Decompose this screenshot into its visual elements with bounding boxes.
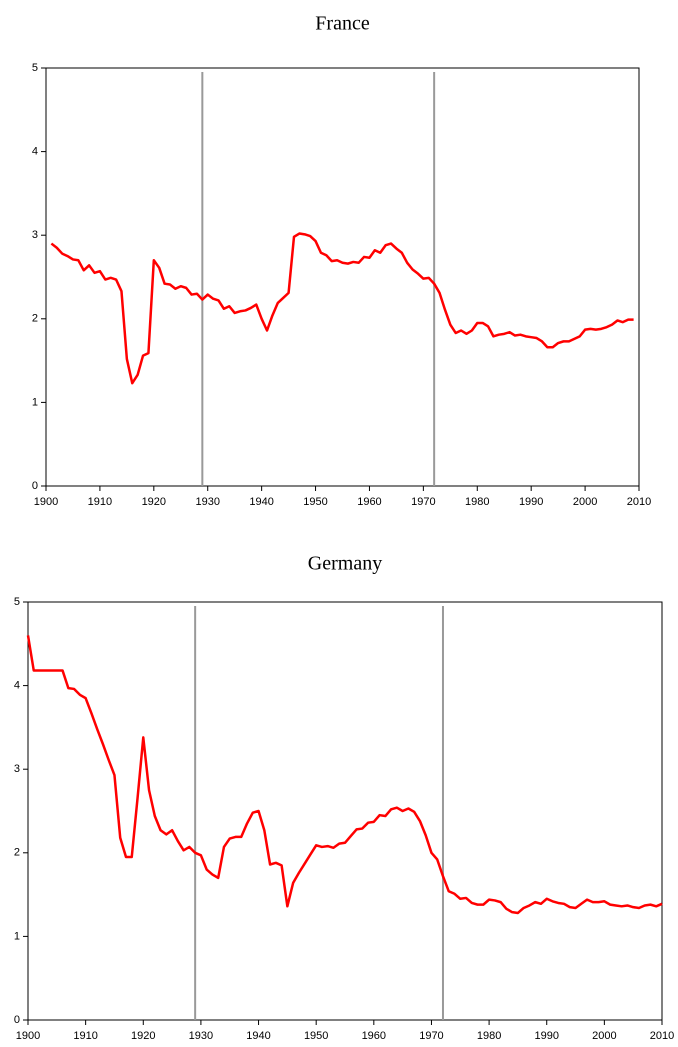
x-tick-label: 2000 (592, 1030, 616, 1042)
x-tick-label: 1920 (131, 1030, 155, 1042)
x-tick-label: 1950 (304, 1030, 328, 1042)
x-tick-label: 1990 (534, 1030, 558, 1042)
y-tick-label: 5 (32, 62, 38, 74)
x-tick-label: 2010 (650, 1030, 674, 1042)
x-tick-label: 1930 (195, 496, 219, 508)
x-tick-label: 1940 (246, 1030, 270, 1042)
x-tick-label: 1900 (34, 496, 58, 508)
y-tick-label: 5 (14, 596, 20, 608)
x-tick-label: 1920 (142, 496, 166, 508)
y-tick-label: 3 (14, 763, 20, 775)
y-tick-label: 1 (14, 930, 20, 942)
x-tick-label: 1960 (362, 1030, 386, 1042)
plot-frame (27, 601, 663, 1021)
plot-frame (45, 67, 640, 487)
x-tick-label: 1940 (249, 496, 273, 508)
y-tick-label: 4 (32, 146, 38, 158)
x-tick-label: 1990 (519, 496, 543, 508)
x-tick-label: 1970 (411, 496, 435, 508)
x-tick-label: 1960 (357, 496, 381, 508)
x-tick-label: 1970 (419, 1030, 443, 1042)
y-tick-label: 3 (32, 229, 38, 241)
x-tick-label: 1980 (465, 496, 489, 508)
chart-title: Germany (308, 553, 382, 575)
y-tick-label: 2 (32, 313, 38, 325)
series-line (50, 232, 634, 385)
x-tick-label: 1910 (88, 496, 112, 508)
x-tick-label: 1980 (477, 1030, 501, 1042)
series-line (26, 635, 663, 915)
y-tick-label: 0 (32, 480, 38, 492)
x-tick-label: 2000 (573, 496, 597, 508)
x-tick-label: 1950 (303, 496, 327, 508)
x-tick-label: 1900 (16, 1030, 40, 1042)
x-tick-label: 1910 (73, 1030, 97, 1042)
x-tick-label: 1930 (189, 1030, 213, 1042)
y-tick-label: 4 (14, 680, 20, 692)
y-tick-label: 1 (32, 396, 38, 408)
x-tick-label: 2010 (627, 496, 651, 508)
y-tick-label: 2 (14, 847, 20, 859)
chart-title: France (315, 13, 370, 35)
y-tick-label: 0 (14, 1014, 20, 1026)
